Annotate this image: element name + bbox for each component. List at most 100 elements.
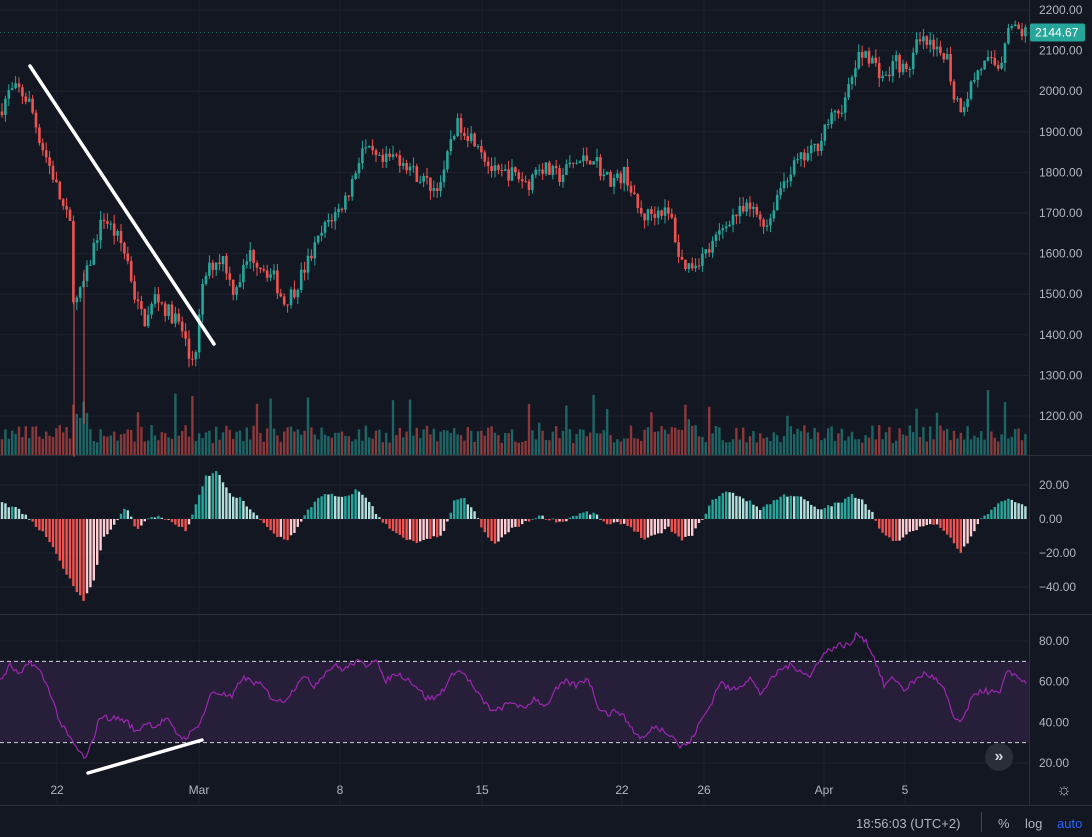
log-scale-toggle[interactable]: log — [1025, 816, 1043, 831]
price-axis-label: 1400.00 — [1039, 328, 1083, 342]
oscillator-bar — [646, 519, 650, 538]
volume-bar — [354, 439, 357, 455]
candle-body — [245, 261, 249, 265]
candle-body — [799, 152, 803, 160]
oscillator-bar — [728, 492, 731, 519]
volume-bar — [932, 439, 935, 455]
candle-body — [459, 118, 463, 133]
candles — [0, 20, 1027, 457]
oscillator-bar — [721, 493, 724, 519]
candle-body — [21, 87, 24, 97]
oscillator-bar — [840, 502, 843, 519]
oscillator-bar — [1020, 504, 1024, 519]
candle-body — [690, 263, 694, 269]
oscillator-bar — [691, 519, 694, 536]
volume-bar — [643, 429, 646, 455]
auto-scale-toggle[interactable]: auto — [1057, 816, 1083, 831]
candle-body — [194, 352, 198, 360]
gear-icon[interactable]: ☼ — [1056, 780, 1072, 799]
candle-body — [956, 98, 959, 100]
volume-bar — [568, 429, 571, 455]
oscillator-bar — [969, 519, 973, 537]
oscillator-bar — [626, 519, 629, 526]
candle-body — [803, 152, 806, 161]
candle-body — [95, 240, 99, 243]
volume-bar — [357, 429, 361, 455]
volume-bar — [810, 438, 813, 455]
candle-body — [299, 269, 303, 291]
volume-bar — [55, 428, 58, 455]
volume-bar — [436, 441, 439, 455]
volume-bar — [395, 434, 398, 455]
candle-body — [908, 69, 912, 71]
candle-body — [466, 136, 470, 141]
volume-bar — [68, 438, 72, 455]
candle-body — [911, 52, 915, 70]
rsi-axis: 80.00 60.00 40.00 20.00 — [1039, 634, 1069, 770]
volume-bar — [847, 436, 850, 455]
volume-bar — [337, 432, 340, 455]
oscillator-bar — [476, 518, 480, 519]
candle-body — [61, 199, 65, 206]
candle-body — [75, 297, 79, 303]
volume-bar — [126, 429, 129, 455]
candle-body — [456, 118, 459, 137]
oscillator-bar — [160, 517, 163, 519]
oscillator-bar — [623, 519, 626, 524]
volume-bar — [538, 422, 541, 455]
oscillator-bar — [215, 471, 218, 519]
volume-bar — [310, 427, 313, 455]
volume-bar — [351, 441, 354, 455]
volume-bar — [96, 442, 99, 455]
oscillator-bar — [371, 506, 374, 519]
candle-body — [463, 132, 466, 137]
candle-body — [531, 174, 534, 190]
scroll-to-realtime-button[interactable]: » — [985, 743, 1013, 771]
candle-body — [293, 289, 296, 298]
oscillator-bar — [198, 494, 201, 519]
oscillator-bar — [595, 514, 599, 519]
candle-body — [809, 145, 813, 154]
candle-body — [286, 304, 289, 306]
volume-bar — [905, 435, 908, 455]
candle-body — [316, 235, 320, 243]
oscillator-bar — [551, 518, 554, 520]
oscillator-bar — [28, 518, 31, 520]
candle-body — [78, 287, 82, 298]
oscillator-bar — [340, 496, 344, 519]
oscillator-bar — [752, 504, 755, 519]
clock-timezone[interactable]: 18:56:03 (UTC+2) — [856, 816, 961, 831]
volume-bar — [48, 435, 51, 455]
oscillator-bar — [946, 519, 949, 535]
oscillator-bar — [935, 519, 939, 525]
oscillator-bar — [181, 519, 184, 528]
candle-body — [660, 210, 663, 216]
volume-bar — [204, 432, 208, 455]
oscillator-bar — [929, 519, 932, 525]
candle-body — [483, 152, 487, 162]
oscillator-bar — [459, 498, 463, 519]
chart[interactable]: 2200.00 2100.00 2000.00 1900.00 1800.00 1700.… — [0, 0, 1092, 805]
candle-body — [939, 46, 942, 54]
volume-bar — [946, 428, 949, 455]
candle-body — [728, 224, 731, 227]
oscillator-bar — [266, 519, 269, 527]
candle-body — [0, 111, 4, 116]
percent-scale-toggle[interactable]: % — [998, 816, 1010, 831]
volume-bar — [942, 430, 945, 455]
candle-body — [395, 154, 398, 156]
oscillator-bar — [412, 519, 415, 542]
last-price-label: 2144.67 — [1035, 25, 1079, 39]
oscillator-bar — [806, 501, 809, 519]
volume-bar — [334, 432, 337, 455]
oscillator-bar — [276, 519, 279, 537]
candle-body — [510, 167, 514, 181]
candle-body — [670, 213, 674, 218]
volume-bar — [714, 426, 718, 455]
oscillator-bar — [255, 515, 259, 519]
candle-body — [367, 145, 371, 148]
volume-bar — [167, 437, 170, 455]
oscillator-bar — [221, 482, 225, 519]
oscillator-bars — [0, 471, 1027, 601]
volume-bar — [344, 435, 347, 455]
